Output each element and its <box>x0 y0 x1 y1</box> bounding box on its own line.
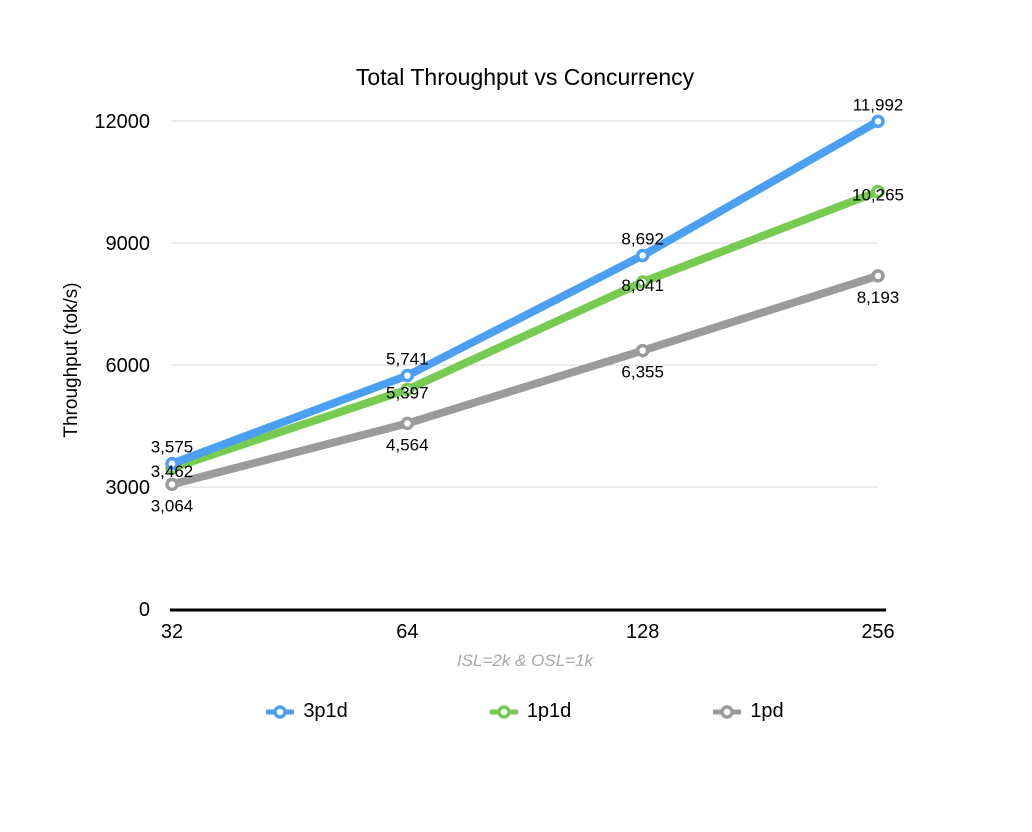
legend-item-1pd: 1pd <box>713 700 784 723</box>
data-point-1p1d-64 <box>400 382 415 397</box>
series-line-1pd <box>168 271 882 489</box>
legend-circle-3p1d <box>273 704 288 719</box>
legend-circle-1p1d <box>497 704 511 719</box>
data-point-3p1d-128 <box>635 248 650 263</box>
data-point-3p1d-256 <box>871 114 885 129</box>
data-point-1pd-32 <box>165 477 179 492</box>
y-tick-label-12000: 12000 <box>94 111 150 133</box>
series-line-3p1d <box>168 117 882 468</box>
x-tick-labels: 32 64 128 256 <box>161 621 895 643</box>
data-point-1p1d-256 <box>871 184 885 199</box>
data-point-1pd-64 <box>400 416 415 431</box>
y-tick-label-3000: 3000 <box>106 477 151 499</box>
data-label-3p1d-128: 8,692 <box>621 230 664 249</box>
series-1pd <box>165 269 885 492</box>
axis-caption: ISL=2k & OSL=1k <box>456 651 594 670</box>
y-tick-label-0: 0 <box>139 599 150 621</box>
data-label-1pd-32: 3,064 <box>151 496 194 515</box>
data-label-1p1d-64: 5,397 <box>386 384 429 403</box>
data-labels: 3,575 5,741 8,692 11,992 3,462 5,397 8,041 10,2… <box>151 95 904 515</box>
data-label-1pd-128: 6,355 <box>621 363 664 382</box>
legend-circle-1pd <box>720 704 735 719</box>
series-1p1d <box>165 184 885 475</box>
data-point-3p1d-64 <box>400 368 415 383</box>
legend-marker-icon-1p1d <box>489 704 518 719</box>
y-tick-label-9000: 9000 <box>106 233 151 255</box>
series-line-1p1d <box>168 187 882 473</box>
data-label-1p1d-256: 10,265 <box>852 186 904 205</box>
legend-label-1p1d: 1p1d <box>526 700 572 722</box>
x-tick-label-64: 64 <box>396 621 418 643</box>
data-point-1pd-128 <box>635 343 650 358</box>
data-label-3p1d-256: 11,992 <box>853 95 904 114</box>
x-tick-label-256: 256 <box>861 621 894 643</box>
data-point-3p1d-32 <box>165 456 179 471</box>
data-label-1p1d-32: 3,462 <box>151 462 194 481</box>
legend: 3p1d 1p1d 1pd <box>172 700 878 723</box>
data-point-1pd-256 <box>871 269 885 283</box>
data-label-1p1d-128: 8,041 <box>621 276 664 295</box>
data-label-3p1d-64: 5,741 <box>386 350 429 369</box>
legend-item-1p1d: 1p1d <box>489 700 572 723</box>
x-tick-label-32: 32 <box>161 621 183 643</box>
chart-title: Total Throughput vs Concurrency <box>355 64 695 90</box>
data-point-1p1d-128 <box>635 275 650 289</box>
gridlines <box>172 120 878 488</box>
legend-label-1pd: 1pd <box>750 700 784 722</box>
series-3p1d <box>165 114 885 471</box>
data-label-1pd-256: 8,193 <box>857 288 900 307</box>
y-tick-label-6000: 6000 <box>106 355 151 377</box>
data-label-1pd-64: 4,564 <box>386 435 429 454</box>
y-tick-labels: 0 3000 6000 9000 12000 <box>94 111 150 621</box>
legend-marker-icon-3p1d <box>266 704 295 719</box>
legend-label-3p1d: 3p1d <box>303 700 348 722</box>
x-tick-label-128: 128 <box>626 621 659 643</box>
legend-marker-icon-1pd <box>713 704 742 719</box>
legend-item-3p1d: 3p1d <box>266 700 348 723</box>
data-label-3p1d-32: 3,575 <box>151 438 194 457</box>
